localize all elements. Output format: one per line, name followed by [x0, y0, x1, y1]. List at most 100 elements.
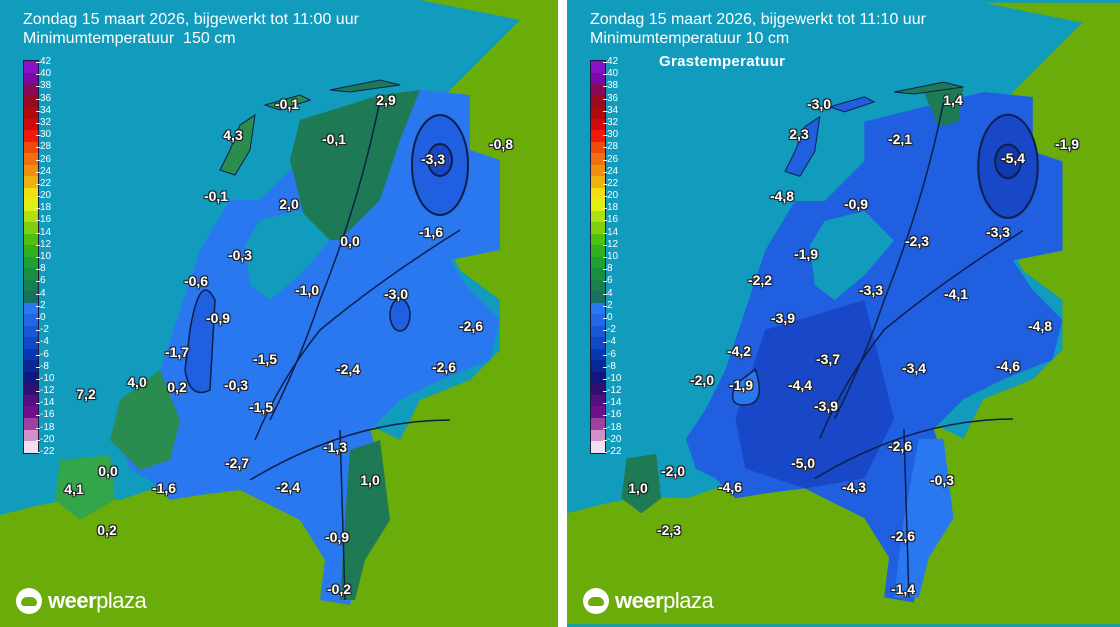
temperature-value-label: -2,6 — [458, 318, 484, 334]
legend-color-stripe — [591, 429, 605, 442]
temperature-value-label: -0,6 — [183, 273, 209, 289]
legend-tick: 10 — [35, 251, 52, 262]
legend-tick: -8 — [603, 360, 616, 372]
temperature-value-label: -2,6 — [890, 528, 916, 544]
temperature-value-label: 2,3 — [789, 126, 809, 142]
temperature-value-label: -0,3 — [223, 377, 249, 393]
temperature-value-label: -3,7 — [815, 351, 841, 367]
temperature-value-label: 0,0 — [98, 463, 118, 479]
legend-tick: 32 — [602, 116, 619, 128]
cloud-logo-icon — [583, 588, 609, 614]
temperature-value-label: -4,8 — [1027, 318, 1053, 334]
legend-tick: 18 — [602, 202, 619, 214]
legend-tick: -18 — [602, 421, 622, 433]
legend-tick: 24 — [35, 165, 52, 177]
legend-tick: 4 — [36, 287, 46, 299]
legend-color-stripe — [24, 441, 38, 453]
temperature-value-label: -1,5 — [252, 351, 278, 367]
legend-tick: 36 — [35, 92, 52, 104]
temperature-value-label: -2,4 — [275, 479, 301, 495]
temperature-value-label: -3,0 — [383, 286, 409, 302]
legend-tick: 30 — [602, 129, 619, 141]
temperature-value-label: -1,7 — [164, 344, 190, 360]
temperature-value-label: -2,0 — [689, 372, 715, 388]
temperature-value-label: -4,3 — [841, 479, 867, 495]
temperature-value-label: -0,1 — [274, 96, 300, 112]
legend-tick: -6 — [603, 348, 616, 360]
legend-color-stripe — [591, 348, 605, 361]
legend-tick: 28 — [602, 141, 619, 153]
legend-color-stripe — [24, 84, 38, 96]
temperature-value-label: 0,2 — [97, 522, 117, 538]
temperature-value-label: -5,0 — [790, 455, 816, 471]
legend-tick: -4 — [603, 336, 616, 348]
temperature-value-label: -0,1 — [321, 131, 347, 147]
legend-color-stripe — [591, 337, 605, 349]
legend-color-stripe — [24, 337, 38, 349]
legend-color-stripe — [24, 314, 38, 326]
legend-tick: 30 — [35, 129, 52, 141]
temperature-value-label: -0,9 — [205, 310, 231, 326]
legend-color-stripe — [24, 222, 38, 234]
netherlands-grass-temperature-map — [567, 2, 1120, 625]
legend-tick: 38 — [602, 80, 619, 92]
temperature-value-label: 4,0 — [127, 374, 147, 390]
legend-tick: -16 — [35, 409, 55, 421]
weerplaza-logo[interactable]: weerplaza — [583, 588, 714, 614]
legend-color-stripe — [591, 153, 605, 165]
weerplaza-logo[interactable]: weerplaza — [16, 588, 147, 614]
temperature-value-label: -2,1 — [887, 131, 913, 147]
legend-tick: 42 — [602, 56, 619, 67]
temperature-value-label: -4,1 — [943, 286, 969, 302]
legend-color-stripe — [24, 383, 38, 395]
legend-color-stripe — [24, 406, 38, 418]
legend-tick: 12 — [602, 238, 619, 250]
legend-tick: 42 — [35, 56, 52, 67]
legend-tick: 22 — [35, 177, 52, 189]
temperature-value-label: -2,6 — [887, 438, 913, 454]
legend-tick: 20 — [602, 190, 619, 202]
legend-tick: 14 — [35, 226, 52, 238]
legend-color-stripe — [591, 268, 605, 280]
legend-color-stripe — [24, 429, 38, 442]
temperature-value-label: -0,8 — [488, 136, 514, 152]
legend-tick: -18 — [35, 421, 55, 433]
temperature-value-label: -2,4 — [335, 361, 361, 377]
legend-color-stripe — [591, 279, 605, 292]
temperature-value-label: 2,0 — [279, 196, 299, 212]
temperature-value-label: -2,2 — [747, 272, 773, 288]
legend-tick: -16 — [602, 409, 622, 421]
legend-color-stripe — [591, 291, 605, 303]
legend-tick: -4 — [36, 336, 49, 348]
legend-color-stripe — [24, 233, 38, 246]
temperature-value-label: 0,2 — [167, 379, 187, 395]
legend-color-stripe — [24, 153, 38, 165]
legend-tick: -20 — [602, 433, 622, 445]
legend-tick: 10 — [602, 251, 619, 262]
legend-color-stripe — [591, 130, 605, 142]
legend-color-stripe — [24, 279, 38, 292]
legend-color-stripe — [591, 95, 605, 108]
legend-tick: 32 — [35, 116, 52, 128]
legend-tick: 34 — [35, 104, 52, 116]
legend-color-stripe — [591, 417, 605, 430]
legend-tick: 4 — [603, 287, 613, 299]
legend-tick: -2 — [36, 324, 49, 336]
legend-color-stripe — [24, 130, 38, 142]
temperature-value-label: -0,3 — [929, 472, 955, 488]
temperature-value-label: -2,3 — [656, 522, 682, 538]
legend-color-stripe — [591, 406, 605, 418]
temperature-value-label: -3,3 — [420, 151, 446, 167]
legend-color-stripe — [24, 187, 38, 200]
map-title: Zondag 15 maart 2026, bijgewerkt tot 11:… — [590, 11, 926, 47]
legend-tick: -2 — [603, 324, 616, 336]
legend-tick: -6 — [36, 348, 49, 360]
temperature-value-label: -5,4 — [1000, 150, 1026, 166]
map-title: Zondag 15 maart 2026, bijgewerkt tot 11:… — [23, 11, 359, 47]
legend-color-stripe — [24, 107, 38, 119]
legend-tick: 20 — [35, 190, 52, 202]
legend-tick: 2 — [36, 299, 46, 311]
legend-color-stripe — [24, 141, 38, 154]
temperature-value-label: 4,3 — [223, 127, 243, 143]
temperature-value-label: -0,9 — [324, 529, 350, 545]
